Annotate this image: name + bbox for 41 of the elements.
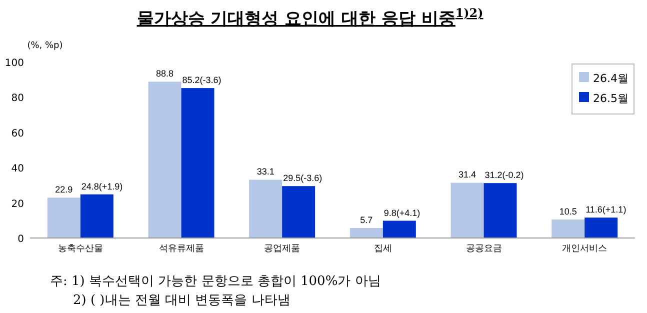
bar bbox=[47, 198, 80, 238]
bar bbox=[584, 218, 618, 238]
x-tick-label: 개인서비스 bbox=[562, 244, 608, 254]
y-tick-label: 40 bbox=[11, 164, 24, 175]
bar bbox=[350, 228, 383, 238]
y-tick-label: 20 bbox=[11, 198, 24, 210]
x-tick-label: 공업제품 bbox=[264, 244, 300, 254]
data-label: 22.9 bbox=[55, 184, 73, 195]
legend-label: 26.4월 bbox=[593, 72, 628, 85]
x-tick-label: 석유류제품 bbox=[158, 244, 204, 254]
y-axis-title: (%, %p) bbox=[27, 41, 63, 51]
y-tick-label: 100 bbox=[4, 58, 24, 69]
data-label: 31.4 bbox=[458, 170, 476, 180]
bar bbox=[382, 220, 416, 238]
x-tick-label: 공공요금 bbox=[466, 244, 502, 254]
data-label: 31.2(-0.2) bbox=[484, 170, 524, 180]
y-tick-label: 80 bbox=[11, 93, 24, 104]
data-label: 88.8 bbox=[156, 68, 174, 79]
data-label: 9.8(+4.1) bbox=[384, 208, 420, 218]
bar bbox=[450, 182, 484, 238]
y-tick-label: 60 bbox=[11, 128, 24, 140]
data-label: 5.7 bbox=[360, 214, 373, 225]
data-label: 85.2(-3.6) bbox=[182, 75, 222, 86]
data-label: 11.6(+1.1) bbox=[586, 204, 626, 215]
legend-label: 26.5월 bbox=[593, 92, 628, 105]
x-tick-label: 집세 bbox=[374, 244, 392, 254]
data-label: 10.5 bbox=[559, 206, 577, 217]
bar bbox=[181, 88, 214, 238]
data-label: 33.1 bbox=[256, 166, 274, 177]
text: 2) ( )내는 전월 대비 변동폭을 나타냄 bbox=[73, 293, 290, 308]
bar bbox=[249, 180, 282, 238]
bar bbox=[484, 183, 517, 238]
bar bbox=[282, 186, 316, 238]
data-label: 29.5(-3.6) bbox=[283, 173, 322, 184]
bar bbox=[148, 82, 182, 238]
y-tick-label: 0 bbox=[18, 234, 24, 245]
text: 주: 1) 복수선택이 가능한 문항으로 총합이 100%가 아님 bbox=[50, 274, 381, 289]
bar bbox=[80, 194, 114, 238]
data-label: 24.8(+1.9) bbox=[81, 181, 123, 192]
x-tick-label: 농축수산물 bbox=[58, 244, 103, 254]
bar bbox=[552, 220, 585, 238]
